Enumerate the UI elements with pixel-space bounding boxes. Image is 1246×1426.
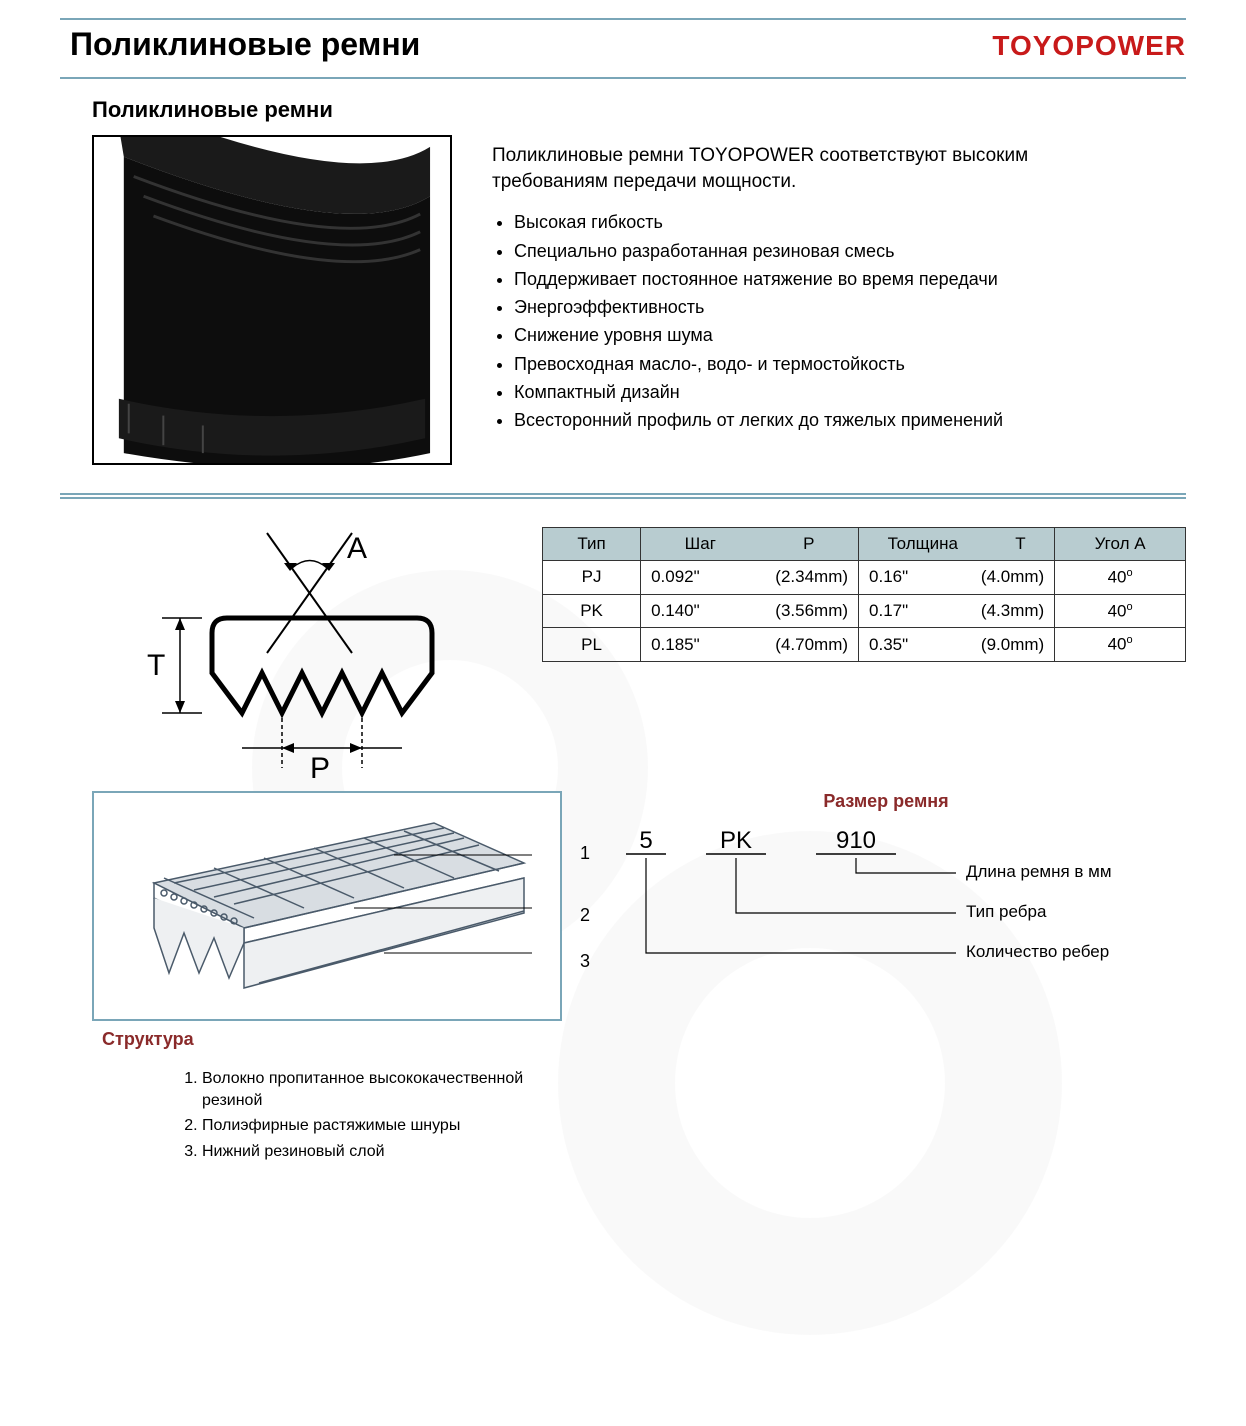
- bullet-item: Всесторонний профиль от легких до тяжелы…: [514, 408, 1186, 432]
- svg-text:910: 910: [836, 827, 876, 854]
- structure-title: Структура: [102, 1029, 586, 1050]
- bullet-item: Снижение уровня шума: [514, 323, 1186, 347]
- bullet-item: Специально разработанная резиновая смесь: [514, 239, 1186, 263]
- table-row: PK0.140"(3.56mm)0.17"(4.3mm)40o: [543, 594, 1186, 628]
- bullet-item: Превосходная масло-, водо- и термостойко…: [514, 352, 1186, 376]
- bullet-item: Энергоэффективность: [514, 295, 1186, 319]
- brand-logo: TOYOPOWER: [992, 30, 1186, 62]
- page-title: Поликлиновые ремни: [70, 26, 420, 63]
- label-length: Длина ремня в мм: [966, 862, 1112, 882]
- table-header: Тип: [543, 528, 641, 561]
- size-ribs: 5: [639, 827, 652, 854]
- bullet-item: Поддерживает постоянное натяжение во вре…: [514, 267, 1186, 291]
- size-title: Размер ремня: [586, 791, 1186, 812]
- structure-diagram: 1 2 3: [92, 791, 562, 1021]
- svg-text:T: T: [147, 649, 165, 682]
- table-header: Угол A: [1055, 528, 1186, 561]
- bullet-item: Компактный дизайн: [514, 380, 1186, 404]
- size-diagram: Размер ремня 5 PK 910: [586, 791, 1186, 1166]
- label-rib-type: Тип ребра: [966, 902, 1046, 922]
- table-row: PL0.185"(4.70mm)0.35"(9.0mm)40o: [543, 628, 1186, 662]
- description-block: Поликлиновые ремни TOYOPOWER соответству…: [492, 135, 1186, 437]
- table-row: PJ0.092"(2.34mm)0.16"(4.0mm)40o: [543, 561, 1186, 595]
- section-title: Поликлиновые ремни: [92, 97, 1186, 123]
- profile-diagram: A T P: [92, 523, 512, 783]
- structure-item: Полиэфирные растяжимые шнуры: [202, 1115, 582, 1137]
- belt-photo: [92, 135, 452, 465]
- svg-text:P: P: [310, 752, 330, 783]
- description-text: Поликлиновые ремни TOYOPOWER соответству…: [492, 143, 1112, 194]
- svg-text:A: A: [347, 532, 367, 565]
- table-header: ШагP: [641, 528, 859, 561]
- table-header: ТолщинаT: [859, 528, 1055, 561]
- spec-table: ТипШагPТолщинаTУгол A PJ0.092"(2.34mm)0.…: [542, 527, 1186, 662]
- structure-item: Волокно пропитанное высококачественной р…: [202, 1068, 582, 1111]
- structure-item: Нижний резиновый слой: [202, 1141, 582, 1163]
- label-rib-count: Количество ребер: [966, 942, 1109, 962]
- bullet-item: Высокая гибкость: [514, 210, 1186, 234]
- svg-text:PK: PK: [720, 827, 752, 854]
